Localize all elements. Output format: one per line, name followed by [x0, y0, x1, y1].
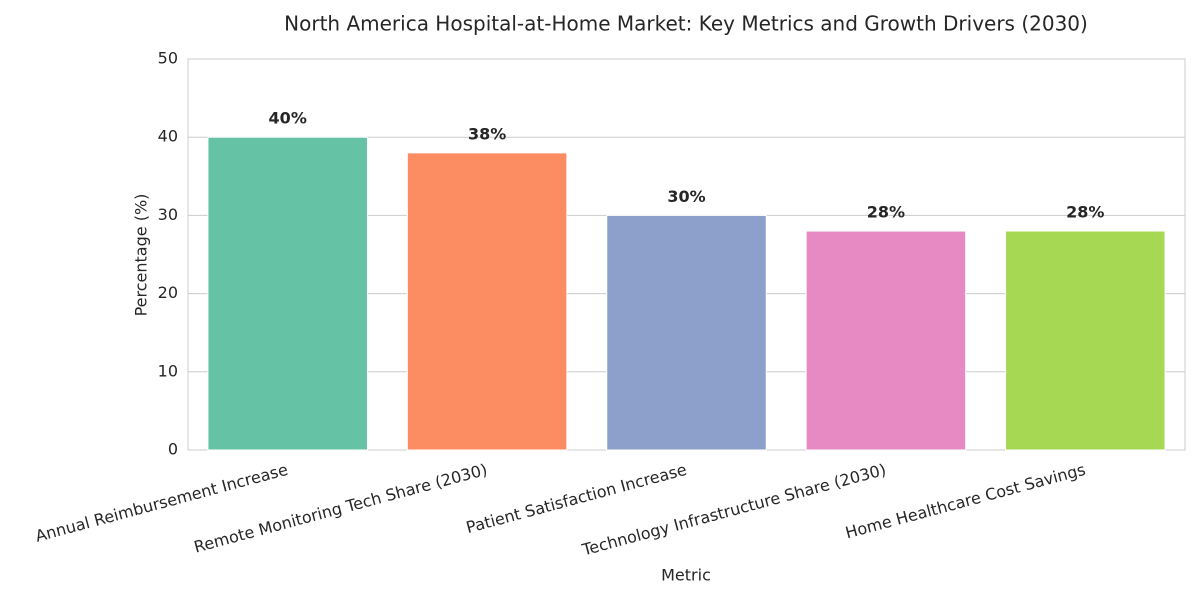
bar: [1005, 230, 1166, 451]
bar: [805, 230, 967, 451]
bar: [606, 214, 767, 451]
bar: [406, 152, 568, 451]
y-tick-label: 0: [168, 440, 178, 459]
bar: [207, 136, 368, 451]
value-label: 38%: [468, 124, 506, 143]
y-tick-label: 10: [158, 361, 178, 380]
y-tick-label: 50: [158, 49, 178, 68]
y-tick-label: 30: [158, 205, 178, 224]
y-tick-label: 40: [158, 127, 178, 146]
x-axis-label: Metric: [661, 566, 711, 585]
value-label: 40%: [269, 109, 307, 128]
chart-title: North America Hospital-at-Home Market: K…: [284, 12, 1088, 36]
value-label: 28%: [1066, 203, 1104, 222]
y-axis-label: Percentage (%): [132, 194, 151, 317]
value-label: 30%: [667, 187, 705, 206]
y-tick-label: 20: [158, 283, 178, 302]
value-label: 28%: [867, 203, 905, 222]
